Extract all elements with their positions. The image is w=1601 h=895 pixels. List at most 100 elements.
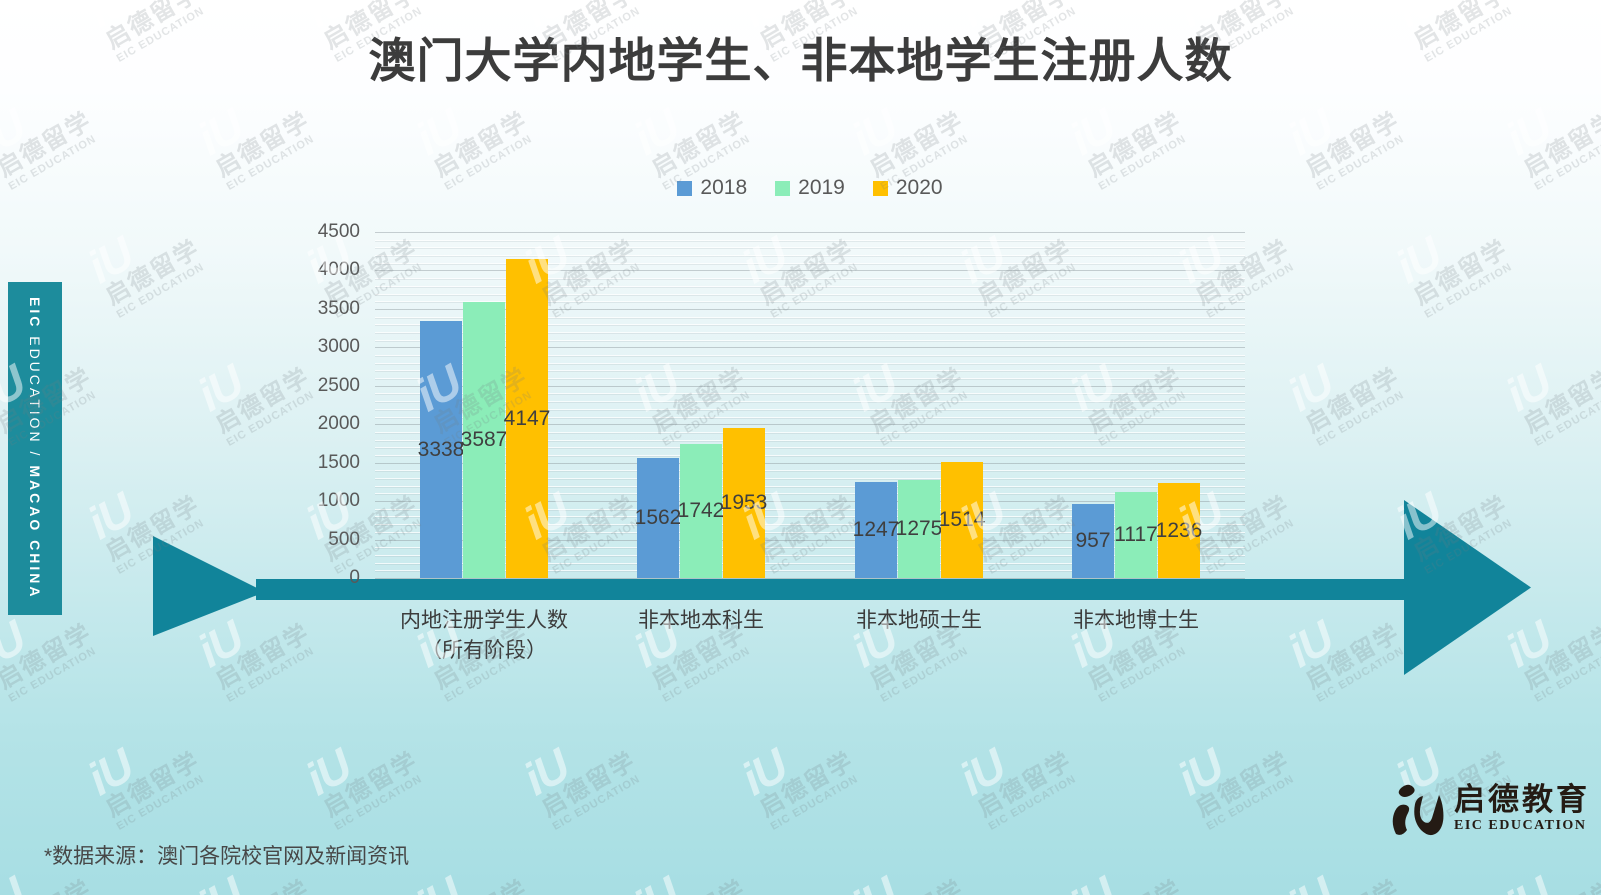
y-axis-tick-label: 1500 xyxy=(317,452,360,473)
bar-2018-cat3: 1247 xyxy=(853,482,899,578)
minor-gridline xyxy=(375,278,1245,279)
major-gridline xyxy=(375,232,1245,233)
minor-gridline xyxy=(375,301,1245,302)
sidebar-separator: / xyxy=(27,444,43,466)
bar-2020-cat2: 1953 xyxy=(720,428,768,578)
arrow-axis-band xyxy=(256,579,1406,600)
bar-2020-cat3: 1514 xyxy=(938,462,986,578)
brand-name-cn: 启德教育 xyxy=(1454,782,1590,817)
bar-value-label: 1742 xyxy=(677,499,725,522)
bar-2019-cat1: 3587 xyxy=(460,302,508,578)
legend-swatch-icon xyxy=(677,180,693,196)
major-gridline xyxy=(375,347,1245,348)
minor-gridline xyxy=(375,317,1245,318)
y-axis-tick-label: 3500 xyxy=(317,298,360,319)
bar-value-label: 1236 xyxy=(1155,518,1203,542)
x-label-line1: 内地注册学生人数 xyxy=(400,609,568,632)
minor-gridline xyxy=(375,486,1245,487)
bar-value-label: 3338 xyxy=(417,437,465,461)
bar-2019-cat4: 1117 xyxy=(1114,492,1158,578)
sidebar-label: EIC EDUCATION / MACAO CHINA xyxy=(27,297,43,599)
bar-value-label: 1275 xyxy=(895,517,943,540)
bar-value-label: 1562 xyxy=(634,506,682,529)
major-gridline xyxy=(375,540,1245,541)
bar-2018-cat2: 1562 xyxy=(634,458,682,578)
major-gridline xyxy=(375,309,1245,310)
minor-gridline xyxy=(375,417,1245,418)
minor-gridline xyxy=(375,440,1245,441)
minor-gridline xyxy=(375,255,1245,256)
data-source-note: *数据来源：澳门各院校官网及新闻资讯 xyxy=(44,845,410,868)
major-gridline xyxy=(375,501,1245,502)
x-axis-category-label: 非本地博士生 xyxy=(1016,606,1256,636)
minor-gridline xyxy=(375,340,1245,341)
minor-gridline xyxy=(375,532,1245,533)
legend-label: 2019 xyxy=(798,176,845,199)
minor-gridline xyxy=(375,247,1245,248)
minor-gridline xyxy=(375,393,1245,394)
y-axis-tick-label: 4000 xyxy=(317,259,360,280)
chart-legend: 2018 2019 2020 xyxy=(375,176,1245,200)
minor-gridline xyxy=(375,478,1245,479)
brand-name-en: EIC EDUCATION xyxy=(1454,818,1587,833)
sidebar-region: MACAO CHINA xyxy=(27,465,43,600)
major-gridline xyxy=(375,463,1245,464)
minor-gridline xyxy=(375,240,1245,241)
minor-gridline xyxy=(375,263,1245,264)
minor-gridline xyxy=(375,401,1245,402)
bar-2019-cat2: 1742 xyxy=(677,444,725,578)
minor-gridline xyxy=(375,455,1245,456)
page-title: 澳门大学内地学生、非本地学生注册人数 xyxy=(368,34,1233,87)
minor-gridline xyxy=(375,432,1245,433)
minor-gridline xyxy=(375,409,1245,410)
minor-gridline xyxy=(375,355,1245,356)
minor-gridline xyxy=(375,493,1245,494)
x-label-line1: 非本地本科生 xyxy=(638,609,764,632)
major-gridline xyxy=(375,424,1245,425)
bar-2020-cat1: 4147 xyxy=(504,259,550,578)
minor-gridline xyxy=(375,470,1245,471)
sidebar-brand-bold: EIC xyxy=(27,297,43,330)
minor-gridline xyxy=(375,286,1245,287)
minor-gridline xyxy=(375,378,1245,379)
brand-text: 启德教育 EIC EDUCATION xyxy=(1454,783,1590,835)
minor-gridline xyxy=(375,370,1245,371)
minor-gridline xyxy=(375,555,1245,556)
bar-2019-cat3: 1275 xyxy=(895,480,943,578)
legend-label: 2018 xyxy=(700,176,748,199)
minor-gridline xyxy=(375,570,1245,571)
major-gridline xyxy=(375,270,1245,271)
x-label-line2: （所有阶段） xyxy=(421,639,547,662)
bar-2020-cat4: 1236 xyxy=(1155,483,1203,578)
legend-item-2019: 2019 xyxy=(775,176,845,200)
x-axis-category-label: 内地注册学生人数 （所有阶段） xyxy=(364,606,604,666)
minor-gridline xyxy=(375,509,1245,510)
y-axis-tick-label: 0 xyxy=(349,567,360,588)
legend-item-2020: 2020 xyxy=(872,176,943,200)
bar-value-label: 1117 xyxy=(1114,523,1158,546)
major-gridline xyxy=(375,578,1245,579)
legend-label: 2020 xyxy=(895,176,943,199)
minor-gridline xyxy=(375,332,1245,333)
y-axis-tick-label: 2500 xyxy=(317,375,360,396)
minor-gridline xyxy=(375,563,1245,564)
legend-swatch-icon xyxy=(872,180,888,196)
y-axis-tick-label: 3000 xyxy=(317,336,360,357)
minor-gridline xyxy=(375,516,1245,517)
brand-logo: 启德教育 EIC EDUCATION xyxy=(1388,780,1590,838)
bar-value-label: 1514 xyxy=(938,508,986,531)
x-axis-category-label: 非本地硕士生 xyxy=(799,606,1039,636)
bar-value-label: 1953 xyxy=(720,491,768,514)
y-axis-tick-label: 2000 xyxy=(317,413,360,434)
bar-value-label: 3587 xyxy=(460,428,508,451)
minor-gridline xyxy=(375,547,1245,548)
minor-gridline xyxy=(375,447,1245,448)
y-axis-tick-label: 500 xyxy=(328,529,360,550)
bar-2018-cat4: 957 xyxy=(1072,504,1114,578)
legend-item-2018: 2018 xyxy=(677,176,747,200)
x-label-line1: 非本地博士生 xyxy=(1073,609,1199,632)
minor-gridline xyxy=(375,363,1245,364)
sidebar-brand-rest: EDUCATION xyxy=(27,329,43,445)
x-label-line1: 非本地硕士生 xyxy=(856,609,982,632)
